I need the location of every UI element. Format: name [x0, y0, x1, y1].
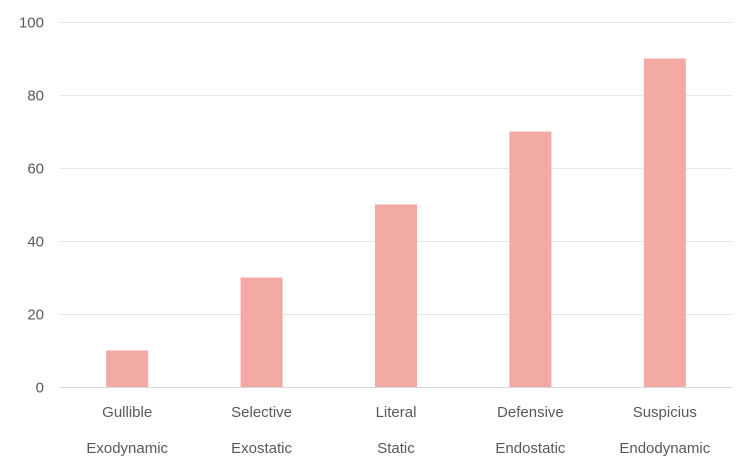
y-tick-label: 80	[27, 88, 44, 105]
x-tick-label: Gullible	[102, 404, 152, 421]
x-tick-sublabel: Exodynamic	[86, 440, 168, 457]
bar	[509, 131, 552, 387]
x-tick-sublabel: Static	[377, 440, 415, 457]
x-tick-label: Literal	[376, 404, 417, 421]
x-tick-label: Defensive	[497, 404, 564, 421]
bars	[106, 58, 686, 387]
y-tick-label: 20	[27, 307, 44, 324]
x-tick-label: Suspicius	[633, 404, 697, 421]
y-tick-label: 60	[27, 161, 44, 178]
x-tick-sublabel: Endodynamic	[619, 440, 710, 457]
bar	[643, 58, 686, 387]
y-axis: 0 20 40 60 80 100	[19, 15, 44, 397]
y-tick-label: 0	[36, 380, 44, 397]
bar	[240, 277, 283, 387]
y-tick-label: 40	[27, 234, 44, 251]
x-tick-sublabel: Endostatic	[495, 440, 566, 457]
bar	[106, 350, 149, 387]
x-axis: Gullible Exodynamic Selective Exostatic Lite…	[86, 404, 710, 457]
x-tick-sublabel: Exostatic	[231, 440, 292, 457]
bar	[375, 204, 417, 387]
y-tick-label: 100	[19, 15, 44, 32]
x-tick-label: Selective	[231, 404, 292, 421]
